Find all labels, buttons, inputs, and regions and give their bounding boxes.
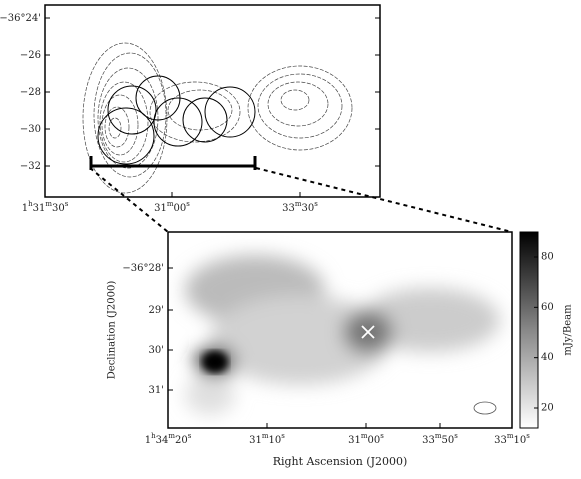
zoom-lines — [89, 167, 513, 233]
colorbar-tick-label: 20 — [541, 403, 554, 414]
colorbar-tick-label: 60 — [541, 302, 554, 313]
x-tick-label: 1h31m30s — [22, 200, 69, 214]
source-marker — [361, 325, 375, 339]
y-tick-label: −28 — [20, 87, 41, 98]
y-tick-label: 29' — [149, 305, 164, 316]
y-tick-label: −32 — [20, 161, 41, 172]
y-tick-label: −30 — [20, 124, 41, 135]
x-tick-label: 31m00s — [348, 432, 384, 446]
circles — [97, 75, 256, 165]
colorbar-tick-label: 80 — [541, 252, 554, 263]
y-tick-label: −36°24' — [0, 13, 41, 24]
colorbar — [519, 231, 539, 429]
colorbar-title: mJy/Beam — [563, 304, 574, 356]
x-tick-label: 31m00s — [154, 200, 190, 214]
x-tick-label: 1h34m20s — [145, 432, 192, 446]
y-tick-label: −26 — [20, 50, 41, 61]
x-axis-title: Right Ascension (J2000) — [273, 455, 408, 468]
colorbar-tick-label: 40 — [541, 352, 554, 363]
x-tick-label: 33m30s — [282, 200, 318, 214]
x-tick-label: 33m10s — [494, 432, 530, 446]
x-tick-label: 31m10s — [249, 432, 285, 446]
contours — [82, 42, 353, 194]
y-tick-label: 30' — [149, 345, 164, 356]
beam — [473, 401, 497, 415]
y-tick-label: 31' — [149, 385, 164, 396]
bottom-frame — [167, 231, 513, 429]
y-axis-title: Declination (J2000) — [107, 281, 118, 380]
x-tick-label: 33m50s — [422, 432, 458, 446]
y-tick-label: −36°28' — [122, 263, 164, 274]
image — [168, 232, 512, 428]
